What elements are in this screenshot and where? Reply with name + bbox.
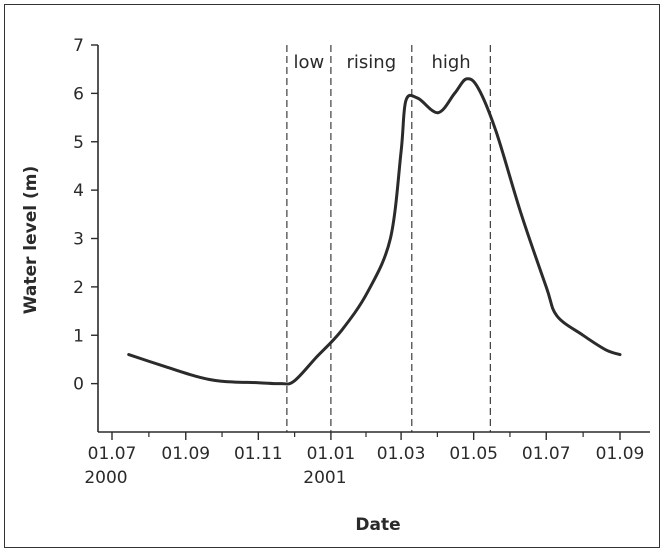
x-tick-label: 01.05 [449,444,498,464]
period-label-rising: rising [347,52,397,73]
x-tick-label: 01.01 [307,444,356,464]
x-tick-label: 01.07 [522,444,571,464]
period-label-low: low [294,52,325,73]
x-tick-label: 01.09 [161,444,210,464]
y-tick-label: 0 [73,375,84,395]
period-label-high: high [431,52,470,73]
series-layer [127,77,622,386]
x-tick-label: 01.03 [377,444,426,464]
y-tick-label: 4 [73,181,84,201]
x-tick-year-label: 2001 [303,468,346,488]
x-axis-title: Date [355,515,400,535]
x-tick-year-label: 2000 [84,468,127,488]
x-tick-label: 01.11 [234,444,283,464]
y-tick-label: 6 [73,84,84,104]
y-tick-label: 5 [73,133,84,153]
axes [91,44,650,440]
x-tick-label: 01.09 [596,444,645,464]
y-axis-title: Water level (m) [21,166,41,315]
y-tick-label: 2 [73,278,84,298]
chart-frame [4,4,660,548]
period-dividers [286,45,491,432]
x-tick-label: 01.07 [88,444,137,464]
labels: 0 1 2 3 4 5 6 7 01.07 2000 01.09 01.11 01.01 2001 01.0… [73,36,644,488]
y-tick-label: 1 [73,326,84,346]
y-tick-label: 3 [73,230,84,250]
water-level-line [127,77,622,386]
y-tick-label: 7 [73,36,84,56]
